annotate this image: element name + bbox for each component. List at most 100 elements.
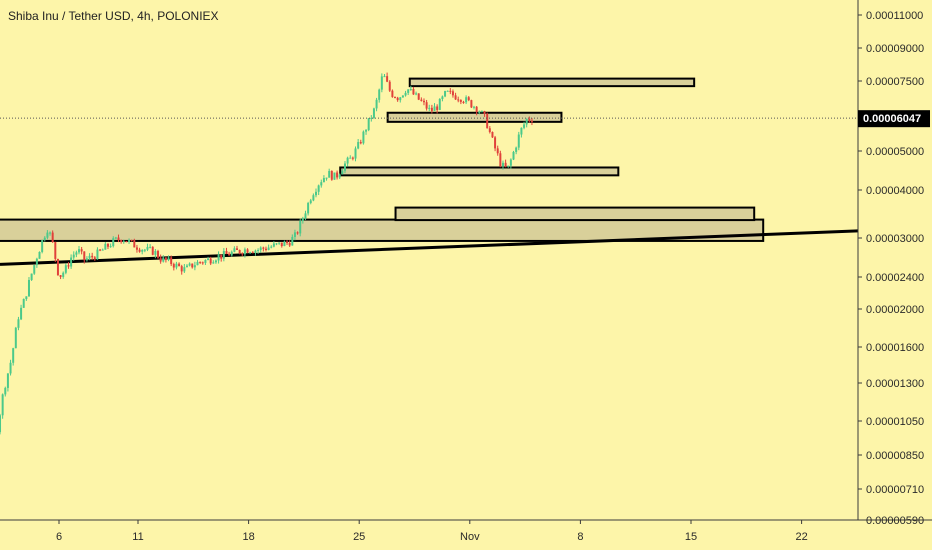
resistance-zone[interactable] — [386, 111, 563, 123]
candle-body — [383, 76, 386, 78]
candle-body — [120, 240, 123, 243]
current-price-label: 0.00006047 — [863, 113, 921, 125]
candle-body — [12, 348, 15, 363]
candle-body — [72, 254, 75, 258]
candle-body — [433, 106, 436, 111]
candle-body — [262, 247, 265, 249]
candle-body — [470, 100, 473, 108]
candle-body — [444, 91, 447, 97]
candle-body — [475, 106, 478, 113]
candle-body — [75, 252, 78, 255]
candle-body — [254, 250, 257, 253]
candle-body — [509, 159, 512, 166]
candle-body — [49, 232, 52, 234]
candle-body — [6, 373, 9, 388]
candle-body — [473, 106, 476, 108]
candle-body — [209, 258, 212, 264]
resistance-zone[interactable] — [408, 77, 696, 88]
candle-body — [83, 251, 86, 261]
candle-body — [251, 252, 254, 254]
candle-body — [322, 178, 325, 183]
candle-body — [515, 147, 518, 152]
candle-body — [96, 249, 99, 260]
price-tick-label: 0.00000850 — [866, 450, 924, 462]
time-tick-label: 8 — [577, 531, 583, 543]
candle-body — [193, 265, 196, 268]
candle-body — [436, 106, 439, 110]
candle-body — [188, 263, 191, 266]
candle-body — [359, 142, 362, 144]
candle-body — [465, 97, 468, 103]
resistance-zone[interactable] — [339, 166, 620, 177]
current-price-tag-background — [858, 110, 930, 128]
candle-body — [309, 200, 312, 204]
candle-body — [41, 239, 44, 252]
time-axis[interactable]: 6 11 18 25 Nov 8 15 22 — [56, 520, 808, 543]
candle-body — [504, 162, 507, 167]
candle-body — [236, 248, 239, 250]
candle-body — [270, 246, 273, 248]
candle-body — [175, 263, 178, 268]
candle-body — [409, 89, 412, 91]
time-tick-label: 25 — [353, 531, 365, 543]
candle-body — [343, 163, 346, 171]
candle-body — [307, 203, 310, 214]
candle-body — [88, 255, 91, 259]
candle-body — [159, 257, 162, 262]
support-zone[interactable] — [0, 218, 765, 242]
candle-body — [30, 273, 33, 280]
candle-body — [154, 251, 157, 255]
candle-body — [78, 249, 81, 253]
candle-body — [80, 249, 83, 252]
candle-body — [430, 107, 433, 111]
candle-body — [386, 76, 389, 82]
candle-body — [333, 172, 336, 180]
plot-area[interactable] — [0, 72, 859, 480]
time-tick-label: 15 — [685, 531, 697, 543]
candle-body — [146, 246, 149, 250]
candle-body — [478, 111, 481, 113]
candle-body — [201, 262, 204, 264]
candle-body — [207, 258, 210, 261]
candle-body — [85, 258, 88, 261]
candle-body — [157, 251, 160, 258]
candle-body — [93, 257, 96, 260]
price-axis[interactable]: 0.00011000 0.00009000 0.00007500 0.00005000… — [858, 10, 924, 527]
candle-body — [441, 96, 444, 100]
candle-body — [275, 243, 278, 245]
candle-body — [143, 249, 146, 251]
candle-body — [212, 262, 215, 264]
candle-body — [420, 99, 423, 101]
candle-body — [338, 174, 341, 178]
candle-body — [70, 257, 73, 267]
candle-body — [106, 243, 109, 247]
candle-body — [528, 118, 531, 121]
candle-body — [525, 118, 528, 125]
candle-body — [199, 261, 202, 263]
candle-body — [25, 296, 28, 300]
price-tick-label: 0.00001300 — [866, 378, 924, 390]
price-tick-label: 0.00001050 — [866, 416, 924, 428]
candle-body — [196, 261, 199, 266]
candle-body — [394, 96, 397, 98]
candle-body — [64, 265, 67, 273]
candle-body — [438, 99, 441, 110]
candle-body — [183, 267, 186, 272]
resistance-zone[interactable] — [394, 206, 756, 222]
candle-body — [125, 241, 128, 243]
time-tick-label: 18 — [242, 531, 254, 543]
candle-body — [151, 246, 154, 255]
candle-body — [20, 307, 23, 320]
candle-body — [372, 108, 375, 118]
candle-body — [491, 132, 494, 138]
candle-body — [520, 127, 523, 135]
candle-body — [149, 246, 152, 248]
price-tick-label: 0.00000590 — [866, 515, 924, 527]
candle-body — [462, 101, 465, 103]
candle-body — [451, 91, 454, 96]
candle-body — [46, 232, 49, 238]
candle-body — [4, 387, 7, 395]
trend-line[interactable] — [0, 229, 859, 266]
